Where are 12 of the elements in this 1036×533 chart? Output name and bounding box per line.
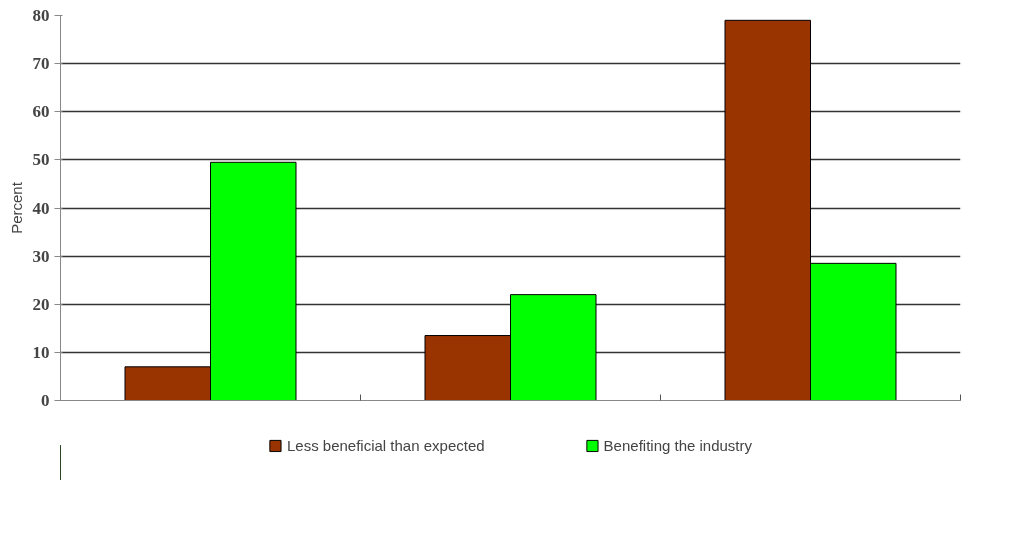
y-tick-label: 20: [32, 294, 50, 314]
y-tick-label: 60: [32, 102, 50, 122]
y-tick-label: 30: [32, 246, 50, 266]
y-tick-label: 40: [32, 198, 50, 218]
y-tick-label: 80: [32, 6, 50, 25]
legend-label: Benefiting the industry: [603, 436, 753, 454]
y-tick-label: 10: [32, 342, 50, 362]
y-axis-title: Percent: [7, 181, 25, 234]
legend-label: Less beneficial than expected: [286, 436, 485, 454]
y-tick-label: 50: [32, 150, 50, 170]
y-tick-label: 0: [41, 391, 50, 410]
y-tick-label: 70: [32, 54, 50, 74]
